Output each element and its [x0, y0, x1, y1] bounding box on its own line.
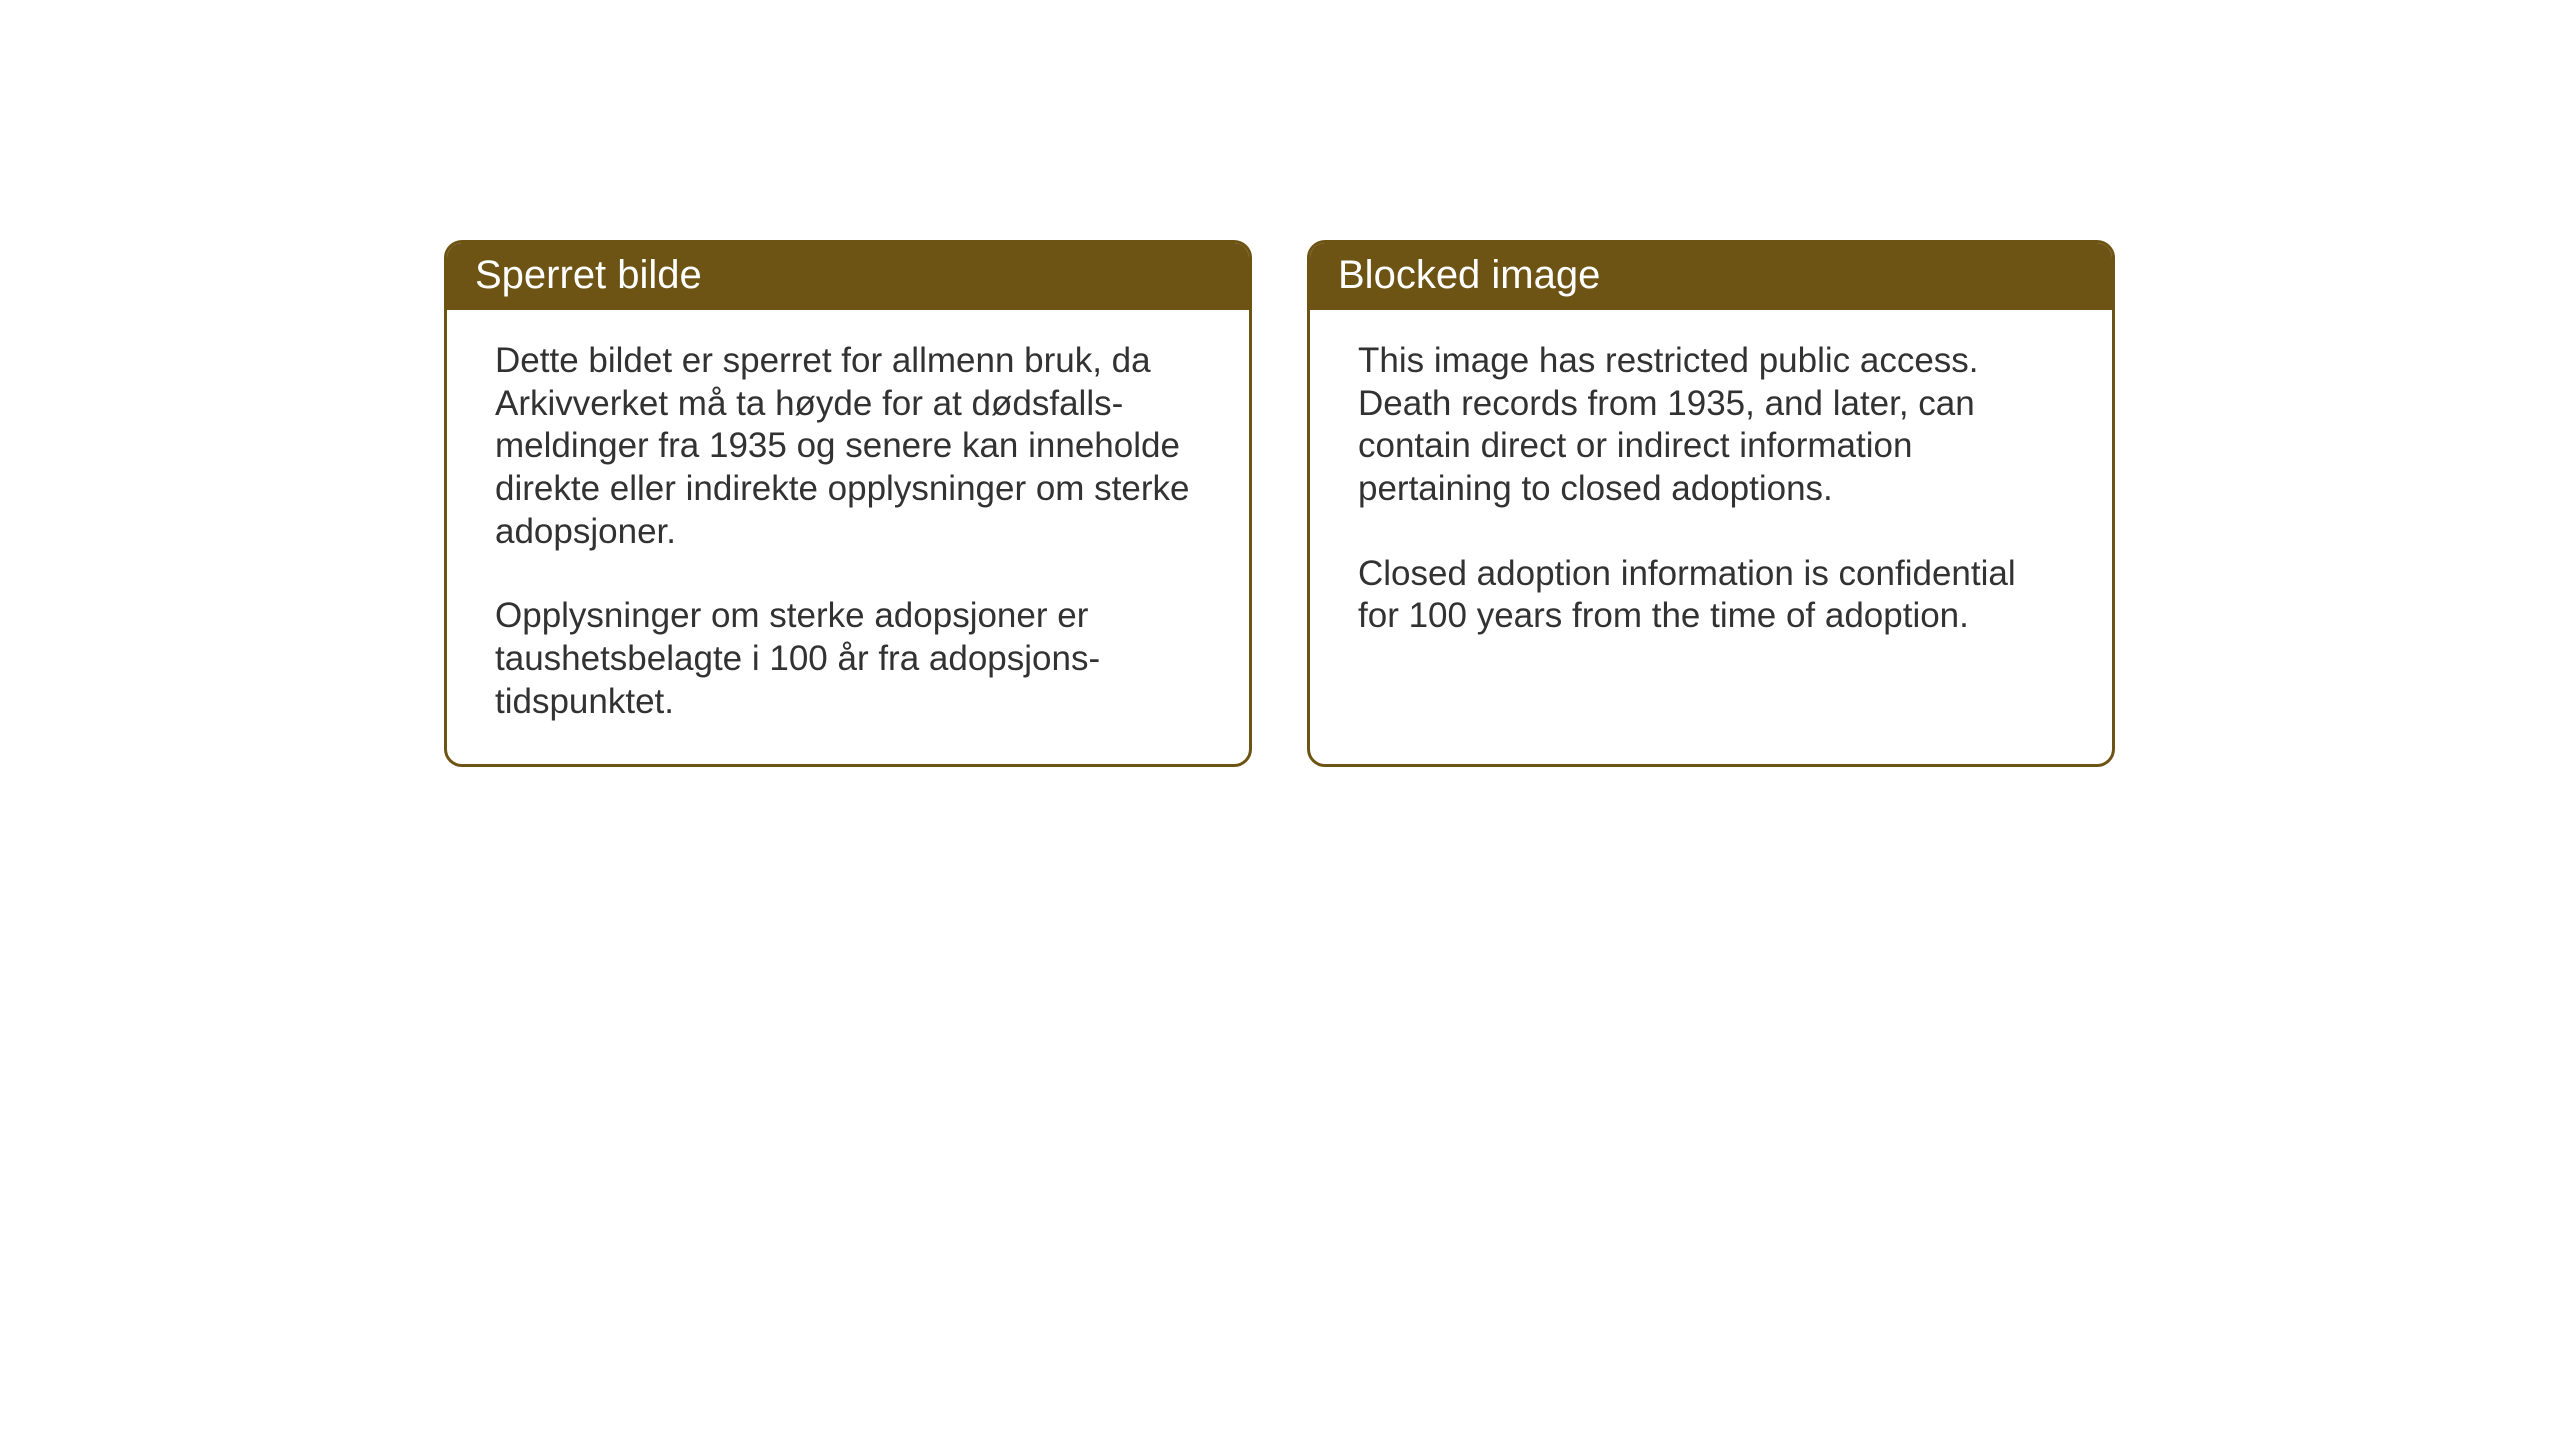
notice-card-norwegian: Sperret bilde Dette bildet er sperret fo… — [444, 240, 1252, 767]
notice-container: Sperret bilde Dette bildet er sperret fo… — [444, 240, 2115, 767]
notice-body-norwegian: Dette bildet er sperret for allmenn bruk… — [447, 310, 1249, 764]
notice-card-english: Blocked image This image has restricted … — [1307, 240, 2115, 767]
notice-para1-english: This image has restricted public access.… — [1358, 340, 2064, 511]
notice-para2-norwegian: Opplysninger om sterke adopsjoner er tau… — [495, 595, 1201, 723]
notice-header-norwegian: Sperret bilde — [447, 243, 1249, 310]
notice-para2-english: Closed adoption information is confident… — [1358, 553, 2064, 638]
notice-title-norwegian: Sperret bilde — [475, 253, 702, 297]
notice-header-english: Blocked image — [1310, 243, 2112, 310]
notice-body-english: This image has restricted public access.… — [1310, 310, 2112, 730]
notice-title-english: Blocked image — [1338, 253, 1600, 297]
notice-para1-norwegian: Dette bildet er sperret for allmenn bruk… — [495, 340, 1201, 553]
